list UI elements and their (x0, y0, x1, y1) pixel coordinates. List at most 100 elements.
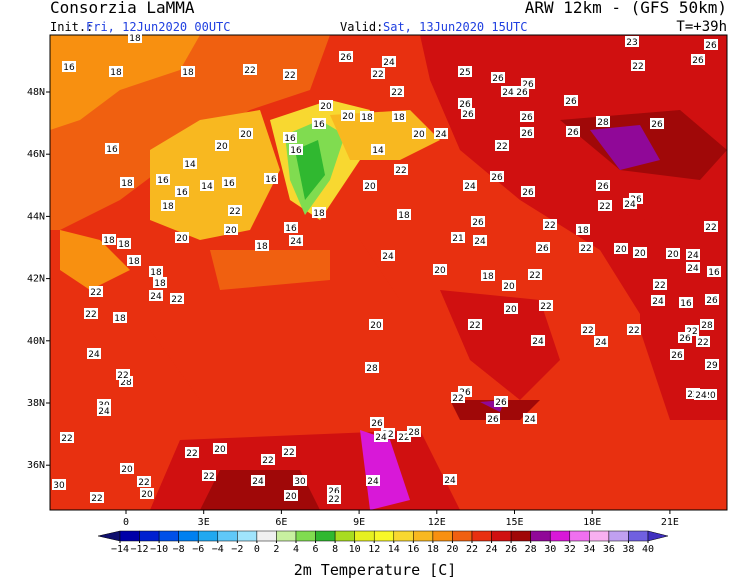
station: 28 (119, 376, 133, 388)
station: 24 (251, 475, 265, 487)
station-value: 22 (705, 223, 716, 233)
map-frame (49, 34, 728, 511)
station-box (382, 56, 396, 67)
colorbar-label: 40 (642, 544, 654, 555)
station: 26 (521, 186, 535, 198)
station-value: 22 (599, 202, 610, 212)
station-value: 22 (628, 326, 639, 336)
station-value: 20 (342, 112, 354, 122)
colorbar-label: 4 (293, 544, 299, 555)
station-value: 22 (452, 394, 463, 404)
station-box (102, 234, 116, 245)
station-box (397, 209, 411, 220)
station: 26 (536, 242, 550, 254)
station-value: 20 (216, 142, 228, 152)
station-box (691, 54, 705, 65)
station-box (84, 308, 98, 319)
station: 22 (528, 269, 542, 281)
colorbar-label: 38 (622, 544, 634, 555)
station: 26 (564, 95, 578, 107)
station-box (149, 290, 163, 301)
station-box (651, 295, 665, 306)
station: 28 (365, 362, 379, 374)
station: 24 (531, 335, 545, 347)
station-box (284, 222, 298, 233)
station-box (390, 86, 404, 97)
colorbar-label: 22 (466, 544, 478, 555)
colorbar-segment (510, 530, 531, 542)
station-box (443, 474, 457, 485)
station-box (293, 475, 307, 486)
station-box (392, 111, 406, 122)
station: 30 (52, 479, 66, 491)
station-box (458, 66, 472, 77)
station-value: 26 (462, 110, 474, 120)
station: 23 (625, 36, 639, 48)
init-label: Init.: (50, 20, 93, 34)
station-box (521, 78, 535, 89)
station: 16 (283, 132, 297, 144)
colorbar-label: 18 (427, 544, 439, 555)
station-box (531, 335, 545, 346)
station: 26 (704, 39, 718, 51)
station: 20 (213, 443, 227, 455)
station-box (370, 417, 384, 428)
station: 18 (181, 66, 195, 78)
station-box (394, 164, 408, 175)
valid-label: Valid: (340, 20, 383, 34)
station-box (283, 69, 297, 80)
station-box (704, 39, 718, 50)
station-value: 18 (256, 242, 268, 252)
colorbar-segment (315, 530, 336, 542)
station-box (694, 389, 708, 400)
station: 21 (451, 232, 465, 244)
colorbar-label: 24 (486, 544, 498, 555)
station-value: 18 (103, 236, 115, 246)
station-value: 16 (680, 299, 692, 309)
station-box (289, 144, 303, 155)
colorbar-segment (158, 530, 179, 542)
station: 24 (366, 475, 380, 487)
colorbar-segment (217, 530, 238, 542)
station: 26 (515, 86, 529, 98)
station-box (458, 386, 472, 397)
station-value: 22 (687, 390, 698, 400)
station-value: 26 (567, 128, 579, 138)
station-box (596, 180, 610, 191)
station-value: 24 (595, 338, 607, 348)
station: 18 (117, 238, 131, 250)
station: 26 (521, 78, 535, 90)
lat-label: 38N (27, 398, 45, 409)
station-box (140, 488, 154, 499)
station: 22 (282, 446, 296, 458)
station-box (598, 200, 612, 211)
station: 26 (339, 51, 353, 63)
station: 24 (374, 431, 388, 443)
station-value: 24 (532, 337, 544, 347)
station-box (366, 475, 380, 486)
station-value: 22 (582, 326, 593, 336)
colorbar-segment (608, 530, 629, 542)
station: 22 (653, 279, 667, 291)
lat-label: 46N (27, 149, 45, 160)
station: 22 (543, 219, 557, 231)
station: 22 (468, 319, 482, 331)
station-box (127, 255, 141, 266)
station: 20 (614, 243, 628, 255)
station-value: 18 (361, 113, 373, 123)
colorbar-label: −4 (212, 544, 224, 555)
station: 26 (596, 180, 610, 192)
colorbar-segment (295, 530, 316, 542)
station: 16 (707, 266, 721, 278)
station-value: 30 (53, 481, 65, 491)
station-value: 20 (121, 465, 133, 475)
station: 22 (451, 392, 465, 404)
station-value: 22 (697, 338, 708, 348)
colorbar-label: −8 (173, 544, 185, 555)
station: 24 (651, 295, 665, 307)
station-value: 24 (652, 297, 664, 307)
station: 22 (627, 324, 641, 336)
station-box (87, 348, 101, 359)
station-box (686, 249, 700, 260)
colorbar-label: 34 (583, 544, 595, 555)
